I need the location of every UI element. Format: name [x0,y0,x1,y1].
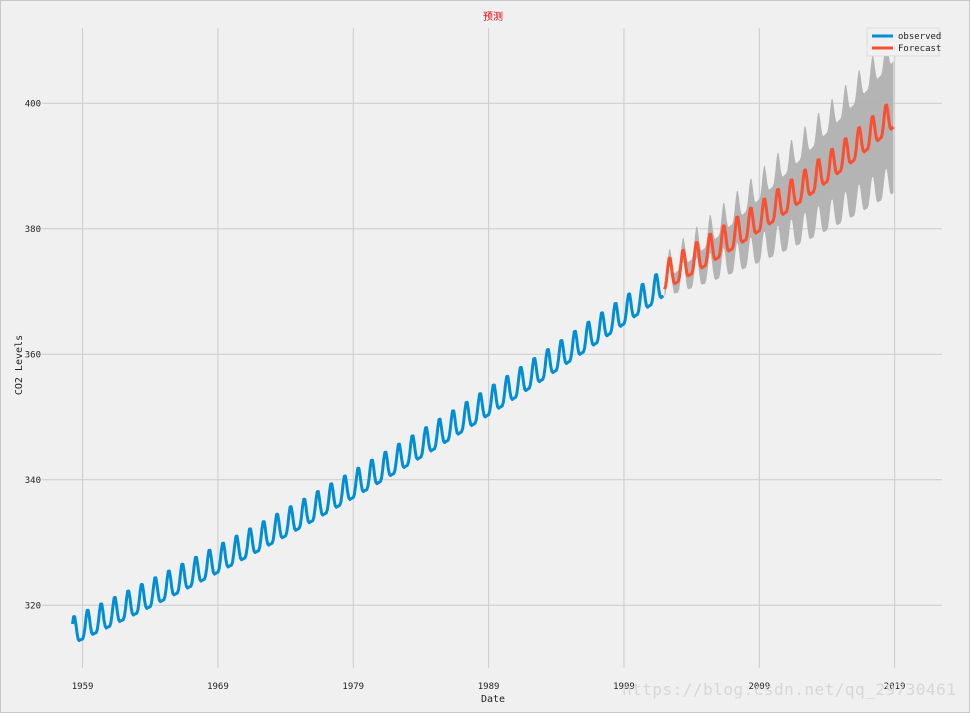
legend-box [866,27,940,57]
legend: observed Forecast [866,27,941,57]
legend-label-observed: observed [898,32,941,42]
y-tick-label: 320 [25,601,41,611]
y-tick-label: 360 [25,350,41,360]
x-tick-label: 1979 [342,682,364,692]
x-axis-label: Date [481,694,505,705]
y-tick-label: 380 [25,225,41,235]
grid [42,28,942,668]
y-tick-label: 340 [25,476,41,486]
forecast-series-line [663,103,895,290]
tick-labels: 1959 1969 1979 1989 1999 2009 2019 320 340 360 380… [25,99,906,692]
series-lines [71,103,895,643]
chart-title: 预测 [483,10,503,23]
y-axis-label: CO2 Levels [14,335,25,395]
x-tick-label: 1999 [613,682,635,692]
x-tick-label: 2019 [884,682,906,692]
watermark: https://blog.csdn.net/qq_29730461 [622,680,957,699]
y-tick-label: 400 [25,99,41,109]
observed-series-line [71,273,665,643]
x-tick-label: 1959 [72,682,94,692]
legend-label-forecast: Forecast [898,44,941,54]
x-tick-label: 1989 [478,682,500,692]
x-tick-label: 2009 [748,682,770,692]
x-tick-label: 1969 [207,682,229,692]
